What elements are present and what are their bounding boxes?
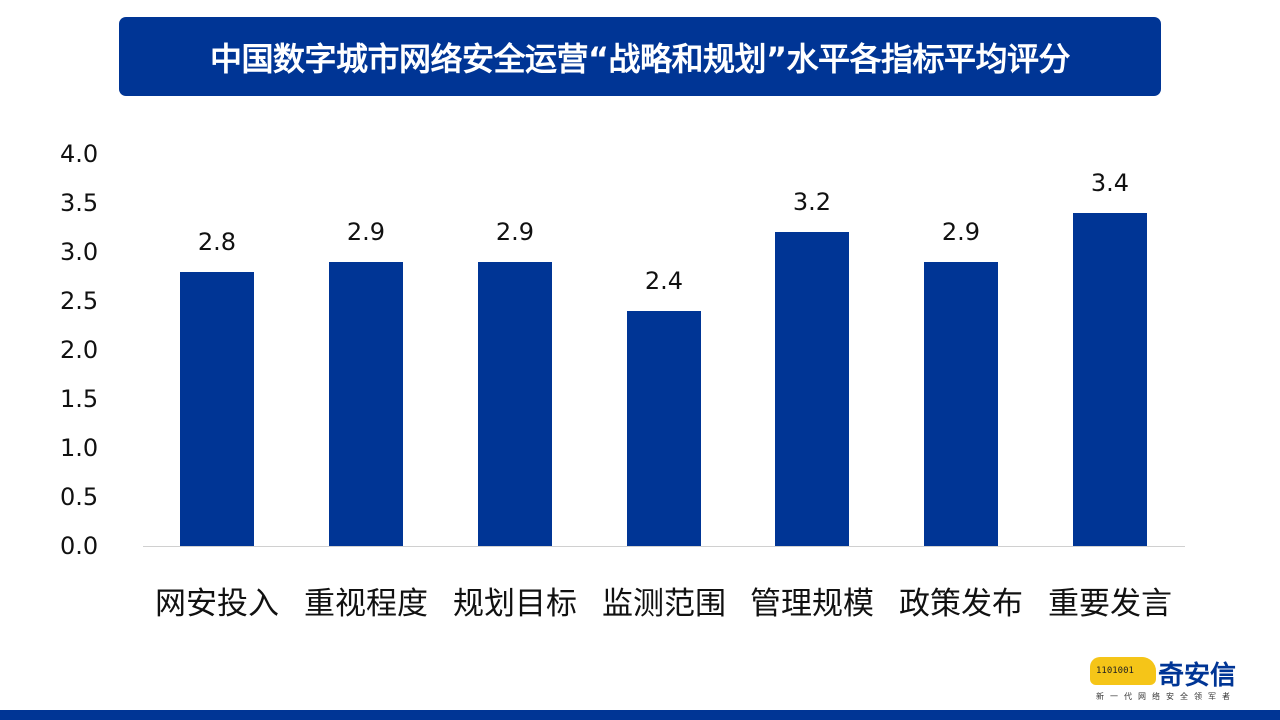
bar bbox=[329, 261, 403, 546]
category-label: 重要发言 bbox=[1048, 586, 1172, 622]
company-logo: 1101001 奇安信 新一代网络安全领军者 bbox=[1090, 655, 1255, 705]
bar bbox=[775, 232, 849, 546]
y-tick: 0.0 bbox=[60, 532, 99, 560]
y-tick: 1.5 bbox=[60, 385, 99, 413]
title-banner: 中国数字城市网络安全运营“战略和规划”水平各指标平均评分 bbox=[119, 17, 1161, 96]
data-label: 2.4 bbox=[644, 266, 684, 295]
y-tick: 1.0 bbox=[60, 434, 99, 462]
category-label: 管理规模 bbox=[750, 586, 874, 622]
logo-tagline: 新一代网络安全领军者 bbox=[1096, 692, 1236, 701]
category-label: 规划目标 bbox=[453, 586, 577, 622]
footer-band bbox=[0, 710, 1280, 720]
bar bbox=[627, 310, 701, 546]
y-tick: 3.5 bbox=[60, 189, 99, 217]
y-tick: 2.5 bbox=[60, 287, 99, 315]
bar bbox=[180, 271, 254, 546]
bar bbox=[478, 261, 552, 546]
y-tick: 3.0 bbox=[60, 238, 99, 266]
bar bbox=[924, 261, 998, 546]
data-label: 2.8 bbox=[197, 227, 237, 256]
data-label: 2.9 bbox=[941, 217, 981, 246]
data-label: 2.9 bbox=[346, 217, 386, 246]
category-label: 网安投入 bbox=[155, 586, 279, 622]
bar bbox=[1073, 212, 1147, 546]
logo-name: 奇安信 bbox=[1158, 661, 1237, 691]
category-label: 政策发布 bbox=[899, 586, 1023, 622]
category-label: 监测范围 bbox=[602, 586, 726, 622]
data-label: 3.2 bbox=[792, 188, 832, 217]
data-label: 2.9 bbox=[495, 217, 535, 246]
y-tick: 0.5 bbox=[60, 483, 99, 511]
tiger-logo-icon: 1101001 bbox=[1090, 657, 1156, 685]
y-tick: 4.0 bbox=[60, 140, 99, 168]
x-axis-line bbox=[143, 546, 1185, 547]
data-label: 3.4 bbox=[1090, 168, 1130, 197]
y-tick: 2.0 bbox=[60, 336, 99, 364]
category-label: 重视程度 bbox=[304, 586, 428, 622]
chart-title: 中国数字城市网络安全运营“战略和规划”水平各指标平均评分 bbox=[209, 39, 1071, 78]
